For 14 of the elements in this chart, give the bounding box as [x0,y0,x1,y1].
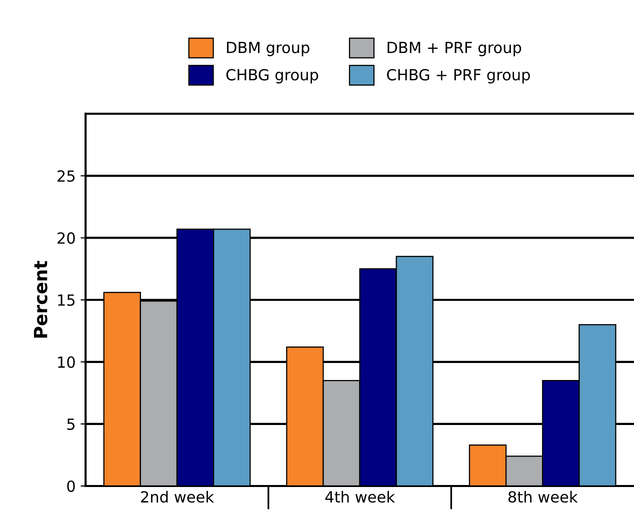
y-axis-title: Percent [34,260,48,338]
y-tick-label: 25 [58,170,75,182]
y-tick-label: 20 [58,232,75,244]
legend-label: DBM + PRF group [388,42,522,56]
x-tick-label: 2nd week [141,490,214,503]
x-tick-label: 4th week [325,490,395,503]
y-tick-label: 5 [67,418,75,430]
x-tick-label: 8th week [508,490,578,503]
y-tick-label: 0 [67,480,75,492]
y-tick-label: 15 [58,294,75,306]
legend-label: DBM group [227,42,310,56]
legend-label: CHBG group [226,68,318,84]
y-tick-label: 10 [58,356,75,368]
legend-label: CHBG + PRF group [387,68,530,84]
